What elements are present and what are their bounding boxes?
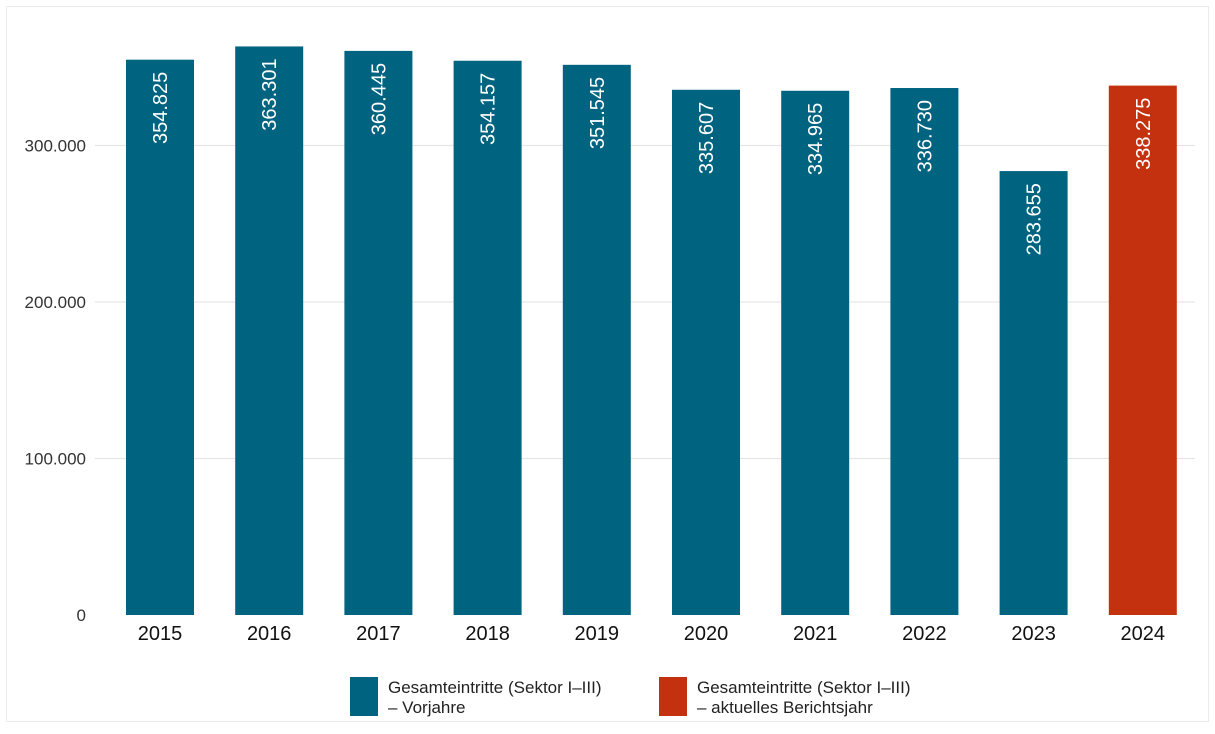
x-tick-label: 2024	[1121, 623, 1166, 645]
legend-label-current-year-line2: – aktuelles Berichtsjahr	[697, 698, 873, 717]
bar	[126, 59, 194, 616]
bar	[453, 60, 522, 616]
x-tick-label: 2019	[575, 623, 620, 645]
bar	[672, 89, 740, 616]
y-tick-label: 0	[77, 606, 86, 625]
bar-value-label: 335.607	[696, 102, 718, 174]
bar	[781, 90, 850, 615]
bar	[562, 64, 631, 615]
bar-value-labels: 354.825 363.301 360.445 354.157 351.545 335.6…	[150, 58, 1155, 255]
bar	[999, 171, 1068, 615]
bar-value-label: 360.445	[368, 63, 390, 135]
y-tick-label: 100.000	[25, 450, 86, 469]
x-tick-label: 2020	[684, 623, 729, 645]
bar-value-label: 354.825	[150, 72, 172, 144]
bar-value-label: 283.655	[1024, 183, 1046, 255]
bar-value-label: 351.545	[587, 77, 609, 149]
bar	[344, 50, 413, 616]
x-tick-label: 2023	[1011, 623, 1056, 645]
legend-label-previous-years-line1: Gesamteintritte (Sektor I–III)	[388, 678, 602, 697]
bar	[890, 88, 959, 615]
x-tick-label: 2021	[793, 623, 838, 645]
bar-value-label: 336.730	[914, 100, 936, 172]
legend-label-current-year-line1: Gesamteintritte (Sektor I–III)	[697, 678, 911, 697]
bar	[235, 46, 304, 615]
legend: Gesamteintritte (Sektor I–III) – Vorjahr…	[350, 677, 911, 717]
bars	[126, 46, 1177, 616]
bar-value-label: 363.301	[259, 58, 281, 130]
bar-value-label: 338.275	[1133, 98, 1155, 170]
x-tick-label: 2016	[247, 623, 292, 645]
legend-label-previous-years-line2: – Vorjahre	[388, 698, 466, 717]
x-tick-label: 2017	[356, 623, 401, 645]
y-tick-label: 200.000	[25, 293, 86, 312]
x-tick-label: 2015	[138, 623, 183, 645]
x-axis-ticks: 2015 2016 2017 2018 2019 2020 2021 2022 2023 2024	[138, 623, 1165, 645]
legend-swatch-previous-years	[350, 677, 378, 716]
y-axis-ticks: 0 100.000 200.000 300.000	[25, 137, 86, 626]
bar-value-label: 354.157	[478, 73, 500, 145]
legend-swatch-current-year	[659, 677, 687, 716]
y-tick-label: 300.000	[25, 137, 86, 156]
x-tick-label: 2022	[902, 623, 947, 645]
bar	[1108, 85, 1177, 616]
x-tick-label: 2018	[465, 623, 510, 645]
bar-value-label: 334.965	[805, 103, 827, 175]
